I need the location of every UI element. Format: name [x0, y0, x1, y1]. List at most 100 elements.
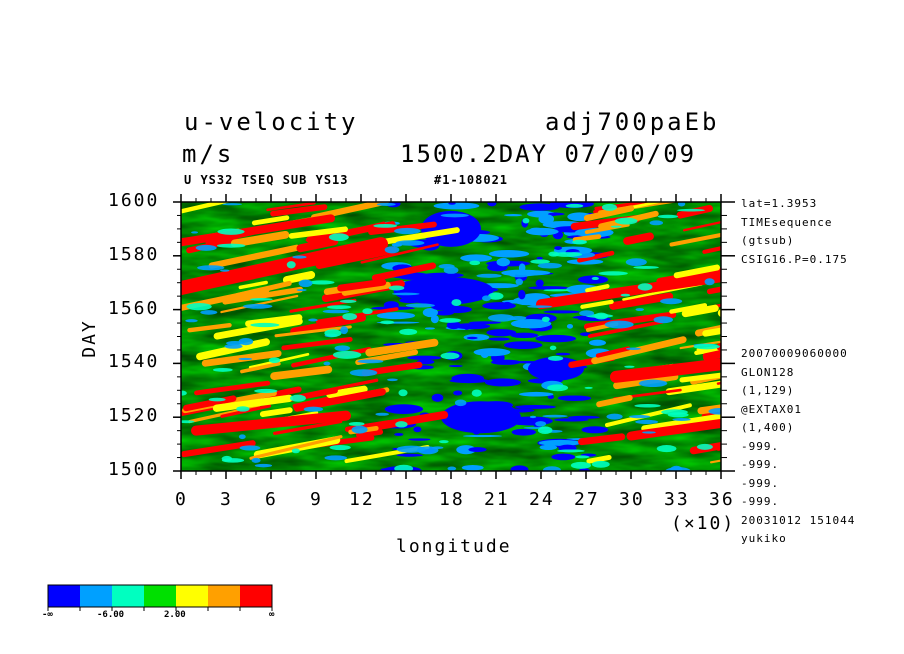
- side-info-line: 20070009060000: [741, 347, 848, 360]
- heat-fleck: [328, 233, 349, 242]
- heat-streak: [586, 454, 612, 464]
- heat-fleck: [509, 316, 527, 321]
- heat-streak: [183, 395, 237, 412]
- heat-fleck: [324, 329, 342, 337]
- heat-fleck: [552, 252, 583, 257]
- heat-fleck: [601, 203, 617, 211]
- heat-fleck: [308, 318, 318, 322]
- heat-fleck: [454, 399, 467, 407]
- heat-streak: [584, 222, 630, 234]
- heat-blob-negative: [394, 432, 404, 436]
- heat-fleck: [642, 431, 656, 434]
- heat-blob-negative: [468, 321, 502, 325]
- heat-blob-negative: [448, 364, 463, 368]
- heat-fleck: [693, 343, 720, 350]
- colorbar-label: 2.00: [164, 610, 186, 620]
- heat-streak: [337, 278, 387, 292]
- heat-fleck: [391, 292, 420, 296]
- heat-fleck: [399, 328, 418, 336]
- heat-streak: [572, 234, 602, 242]
- heat-fleck: [509, 272, 530, 278]
- heat-streak: [609, 292, 674, 310]
- heat-streak: [587, 320, 664, 338]
- heat-streak: [281, 337, 353, 351]
- heat-fleck: [254, 463, 273, 468]
- heat-fleck: [440, 213, 469, 218]
- heat-streak: [577, 250, 615, 263]
- heat-fleck: [492, 250, 522, 254]
- heat-blob-negative: [510, 465, 529, 471]
- heat-fleck: [296, 288, 307, 292]
- heat-streak: [245, 314, 303, 328]
- heat-blob-negative: [468, 447, 487, 453]
- heat-fleck: [584, 386, 593, 389]
- heat-fleck: [565, 203, 584, 208]
- heat-fleck: [394, 227, 421, 235]
- heat-fleck: [542, 414, 568, 418]
- heat-streak: [191, 410, 351, 436]
- heat-blob-negative: [581, 426, 609, 434]
- heat-fleck: [537, 262, 562, 269]
- heat-fleck: [469, 260, 481, 266]
- side-info-line: -999.: [741, 495, 780, 508]
- heat-blob-negative: [486, 329, 517, 337]
- heat-streak: [578, 433, 626, 446]
- heat-blob-negative: [579, 332, 591, 336]
- heat-blob-negative: [535, 279, 544, 287]
- chart-title-right: adj700paEb: [545, 108, 720, 136]
- heat-fleck: [543, 289, 571, 292]
- heat-blob-negative: [502, 301, 512, 307]
- heat-fleck: [254, 388, 278, 394]
- heat-fleck: [704, 278, 715, 286]
- heat-fleck: [438, 264, 455, 269]
- heat-blob-negative: [518, 263, 526, 273]
- x-tick-label: 24: [529, 489, 555, 510]
- heat-fleck: [471, 389, 482, 397]
- side-info-bottom: 20070009060000 GLON128 (1,129) @EXTAX01 (1,4…: [741, 345, 855, 549]
- heat-blob-negative: [504, 214, 523, 217]
- heat-fleck: [373, 223, 398, 228]
- heat-fleck: [604, 320, 634, 329]
- side-info-line: CSIG16.P=0.175: [741, 252, 848, 266]
- side-info-line: (1,129): [741, 384, 795, 397]
- colorbar: [47, 584, 273, 611]
- heat-fleck: [625, 347, 641, 350]
- heat-streak: [694, 346, 721, 355]
- heat-blob-negative: [538, 214, 555, 224]
- heat-fleck: [549, 345, 557, 351]
- heat-fleck: [236, 406, 250, 412]
- heat-streak: [296, 237, 339, 253]
- heat-fleck: [624, 365, 635, 368]
- heat-streak: [371, 262, 437, 282]
- heat-fleck: [547, 384, 569, 392]
- heat-fleck: [251, 457, 261, 463]
- chart-caption-right: #1-108021: [434, 173, 509, 187]
- heat-blob-negative: [433, 202, 480, 210]
- heat-blob-negative: [408, 438, 431, 441]
- heat-fleck: [220, 269, 230, 272]
- heat-streak: [196, 338, 270, 361]
- heat-streak: [673, 264, 721, 279]
- colorbar-swatch: [144, 585, 176, 607]
- heat-blob-negative: [424, 327, 435, 330]
- heat-streak: [536, 272, 721, 310]
- heat-streak: [208, 244, 300, 269]
- x-tick-label: 36: [709, 489, 735, 510]
- heat-blob-negative: [466, 336, 478, 340]
- colorbar-swatch: [48, 585, 80, 607]
- heat-blob-negative: [461, 465, 484, 471]
- heat-streak: [288, 226, 348, 239]
- heat-fleck: [387, 378, 398, 382]
- heat-fleck: [191, 231, 199, 234]
- heat-fleck: [579, 310, 595, 317]
- heat-fleck: [326, 305, 352, 309]
- heat-fleck: [638, 379, 668, 388]
- heat-fleck: [195, 244, 217, 251]
- heat-blob-negative: [536, 256, 543, 260]
- heat-fleck: [677, 202, 686, 207]
- heat-fleck: [222, 203, 243, 206]
- heat-fleck: [548, 251, 560, 257]
- heat-fleck: [637, 283, 653, 291]
- y-tick-label: 1500: [108, 459, 160, 480]
- heat-streak: [270, 204, 328, 217]
